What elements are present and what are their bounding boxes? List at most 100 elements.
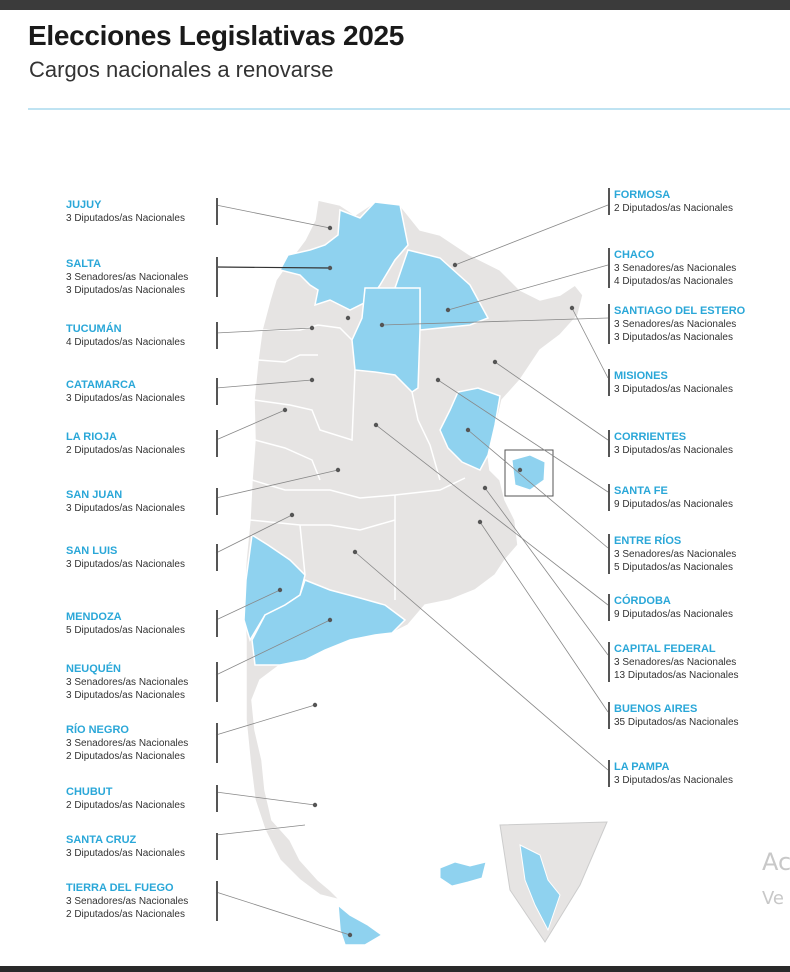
- antarctic-peninsula: [519, 844, 561, 932]
- malvinas-islands: [439, 861, 487, 887]
- province-seats: 3 Senadores/as Nacionales: [614, 549, 737, 560]
- province-name: TIERRA DEL FUEGO: [66, 882, 174, 894]
- label-buenos-aires: BUENOS AIRES 35 Diputados/as Nacionales: [608, 702, 764, 729]
- province-seats: 2 Diputados/as Nacionales: [66, 800, 185, 811]
- province-rio-negro: [251, 579, 407, 666]
- province-seats: 2 Diputados/as Nacionales: [66, 445, 185, 456]
- province-seats: 3 Diputados/as Nacionales: [66, 503, 185, 514]
- label-capital-federal: CAPITAL FEDERAL 3 Senadores/as Nacionale…: [608, 642, 764, 682]
- province-seats: 3 Diputados/as Nacionales: [66, 559, 185, 570]
- province-name: SANTA CRUZ: [66, 834, 137, 846]
- province-name: SANTA FE: [614, 485, 668, 497]
- province-seats: 3 Senadores/as Nacionales: [66, 677, 189, 688]
- province-name: CÓRDOBA: [614, 595, 671, 607]
- page-subtitle: Cargos nacionales a renovarse: [29, 57, 334, 82]
- watermark-text: Ve: [762, 888, 784, 909]
- leader-lines-right: [354, 204, 609, 771]
- label-san-juan: SAN JUAN 3 Diputados/as Nacionales: [66, 488, 218, 515]
- province-name: NEUQUÉN: [66, 663, 122, 675]
- label-jujuy: JUJUY 3 Diputados/as Nacionales: [66, 198, 218, 225]
- province-seats: 9 Diputados/as Nacionales: [614, 609, 733, 620]
- province-name: JUJUY: [66, 199, 102, 211]
- province-seats: 13 Diputados/as Nacionales: [614, 670, 739, 681]
- province-santiago-del-estero: [351, 287, 421, 393]
- label-entre-rios: ENTRE RÍOS 3 Senadores/as Nacionales 5 D…: [608, 534, 764, 574]
- province-name: SALTA: [66, 258, 102, 270]
- province-dots: [277, 225, 575, 938]
- province-seats: 3 Diputados/as Nacionales: [66, 213, 185, 224]
- province-seats: 3 Diputados/as Nacionales: [614, 384, 733, 395]
- province-seats: 3 Senadores/as Nacionales: [66, 738, 189, 749]
- province-tierra-del-fuego: [337, 903, 384, 946]
- label-formosa: FORMOSA 2 Diputados/as Nacionales: [608, 188, 764, 215]
- province-seats: 3 Diputados/as Nacionales: [66, 285, 185, 296]
- province-seats: 3 Diputados/as Nacionales: [66, 848, 185, 859]
- label-mendoza: MENDOZA 5 Diputados/as Nacionales: [66, 610, 218, 637]
- label-san-luis: SAN LUIS 3 Diputados/as Nacionales: [66, 544, 218, 571]
- antarctic-sector: [499, 821, 608, 943]
- label-catamarca: CATAMARCA 3 Diputados/as Nacionales: [66, 378, 218, 405]
- province-seats: 3 Senadores/as Nacionales: [66, 896, 189, 907]
- capital-federal-shape: [511, 454, 546, 491]
- top-bar: [0, 0, 790, 10]
- province-seats: 3 Senadores/as Nacionales: [614, 657, 737, 668]
- province-seats: 3 Senadores/as Nacionales: [66, 272, 189, 283]
- province-seats: 3 Diputados/as Nacionales: [614, 332, 733, 343]
- province-name: LA PAMPA: [614, 761, 670, 773]
- province-name: SAN LUIS: [66, 545, 118, 557]
- label-tucuman: TUCUMÁN 4 Diputados/as Nacionales: [66, 322, 218, 349]
- label-corrientes: CORRIENTES 3 Diputados/as Nacionales: [608, 430, 764, 457]
- label-chaco: CHACO 3 Senadores/as Nacionales 4 Diputa…: [608, 248, 764, 288]
- label-neuquen: NEUQUÉN 3 Senadores/as Nacionales 3 Dipu…: [66, 662, 218, 702]
- province-seats: 35 Diputados/as Nacionales: [614, 717, 739, 728]
- province-name: CAPITAL FEDERAL: [614, 643, 716, 655]
- province-name: FORMOSA: [614, 189, 671, 201]
- province-name: CHUBUT: [66, 786, 113, 798]
- province-seats: 2 Diputados/as Nacionales: [614, 203, 733, 214]
- label-chubut: CHUBUT 2 Diputados/as Nacionales: [66, 785, 218, 812]
- label-cordoba: CÓRDOBA 9 Diputados/as Nacionales: [608, 594, 764, 621]
- label-santiago-del-estero: SANTIAGO DEL ESTERO 3 Senadores/as Nacio…: [608, 304, 764, 344]
- leader-lines-left: [215, 204, 351, 936]
- province-seats: 3 Diputados/as Nacionales: [614, 775, 733, 786]
- header-divider: [28, 108, 790, 110]
- province-name: SAN JUAN: [66, 489, 123, 501]
- province-name: ENTRE RÍOS: [614, 535, 682, 547]
- province-salta: [278, 201, 409, 311]
- label-la-rioja: LA RIOJA 2 Diputados/as Nacionales: [66, 430, 218, 457]
- province-name: RÍO NEGRO: [66, 724, 129, 736]
- province-seats: 5 Diputados/as Nacionales: [66, 625, 185, 636]
- province-name: CATAMARCA: [66, 379, 136, 391]
- province-seats: 3 Senadores/as Nacionales: [614, 263, 737, 274]
- province-name: CHACO: [614, 249, 655, 261]
- province-name: MENDOZA: [66, 611, 122, 623]
- province-seats: 9 Diputados/as Nacionales: [614, 499, 733, 510]
- label-tierra-del-fuego: TIERRA DEL FUEGO 3 Senadores/as Nacional…: [66, 881, 218, 921]
- province-seats: 4 Diputados/as Nacionales: [614, 276, 733, 287]
- label-misiones: MISIONES 3 Diputados/as Nacionales: [608, 369, 764, 396]
- province-name: TUCUMÁN: [66, 323, 122, 335]
- province-seats: 2 Diputados/as Nacionales: [66, 909, 185, 920]
- province-seats: 3 Diputados/as Nacionales: [614, 445, 733, 456]
- label-la-pampa: LA PAMPA 3 Diputados/as Nacionales: [608, 760, 764, 787]
- province-seats: 3 Diputados/as Nacionales: [66, 393, 185, 404]
- watermark-text: Ac: [762, 848, 790, 876]
- province-seats: 3 Senadores/as Nacionales: [614, 319, 737, 330]
- province-name: BUENOS AIRES: [614, 703, 698, 715]
- province-entre-rios: [439, 387, 501, 471]
- province-name: SANTIAGO DEL ESTERO: [614, 305, 746, 317]
- province-name: CORRIENTES: [614, 431, 687, 443]
- province-seats: 3 Diputados/as Nacionales: [66, 690, 185, 701]
- province-seats: 5 Diputados/as Nacionales: [614, 562, 733, 573]
- province-borders: [249, 324, 466, 831]
- province-seats: 2 Diputados/as Nacionales: [66, 751, 185, 762]
- province-seats: 4 Diputados/as Nacionales: [66, 337, 185, 348]
- label-santa-cruz: SANTA CRUZ 3 Diputados/as Nacionales: [66, 833, 218, 860]
- page-title: Elecciones Legislativas 2025: [28, 20, 405, 51]
- province-name: MISIONES: [614, 370, 668, 382]
- label-rio-negro: RÍO NEGRO 3 Senadores/as Nacionales 2 Di…: [66, 723, 218, 763]
- province-name: LA RIOJA: [66, 431, 117, 443]
- bottom-bar: [0, 966, 790, 972]
- label-salta: SALTA 3 Senadores/as Nacionales 3 Diputa…: [66, 257, 218, 297]
